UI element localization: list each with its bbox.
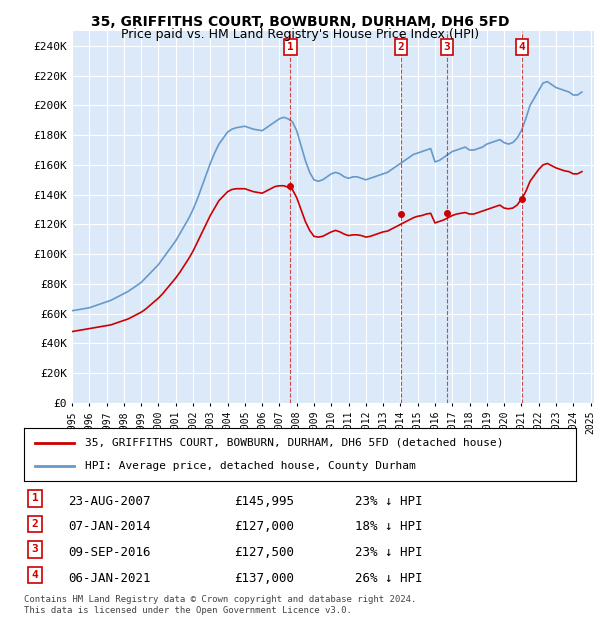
Text: 1: 1: [32, 494, 38, 503]
Text: 26% ↓ HPI: 26% ↓ HPI: [355, 572, 422, 585]
Text: 3: 3: [443, 42, 450, 52]
Text: 1: 1: [287, 42, 294, 52]
Text: £145,995: £145,995: [234, 495, 294, 508]
Text: 4: 4: [32, 570, 38, 580]
Text: 06-JAN-2021: 06-JAN-2021: [68, 572, 151, 585]
Text: 4: 4: [518, 42, 525, 52]
Text: 09-SEP-2016: 09-SEP-2016: [68, 546, 151, 559]
Text: £127,000: £127,000: [234, 520, 294, 533]
Text: 23% ↓ HPI: 23% ↓ HPI: [355, 546, 422, 559]
Text: £127,500: £127,500: [234, 546, 294, 559]
Text: Price paid vs. HM Land Registry's House Price Index (HPI): Price paid vs. HM Land Registry's House …: [121, 28, 479, 41]
Text: Contains HM Land Registry data © Crown copyright and database right 2024.
This d: Contains HM Land Registry data © Crown c…: [24, 595, 416, 614]
Text: 07-JAN-2014: 07-JAN-2014: [68, 520, 151, 533]
Text: 23% ↓ HPI: 23% ↓ HPI: [355, 495, 422, 508]
Text: 2: 2: [32, 519, 38, 529]
Text: £137,000: £137,000: [234, 572, 294, 585]
Text: 35, GRIFFITHS COURT, BOWBURN, DURHAM, DH6 5FD: 35, GRIFFITHS COURT, BOWBURN, DURHAM, DH…: [91, 16, 509, 30]
Text: 3: 3: [32, 544, 38, 554]
Text: 23-AUG-2007: 23-AUG-2007: [68, 495, 151, 508]
Text: 35, GRIFFITHS COURT, BOWBURN, DURHAM, DH6 5FD (detached house): 35, GRIFFITHS COURT, BOWBURN, DURHAM, DH…: [85, 438, 503, 448]
Text: HPI: Average price, detached house, County Durham: HPI: Average price, detached house, Coun…: [85, 461, 415, 471]
Text: 18% ↓ HPI: 18% ↓ HPI: [355, 520, 422, 533]
Text: 2: 2: [397, 42, 404, 52]
